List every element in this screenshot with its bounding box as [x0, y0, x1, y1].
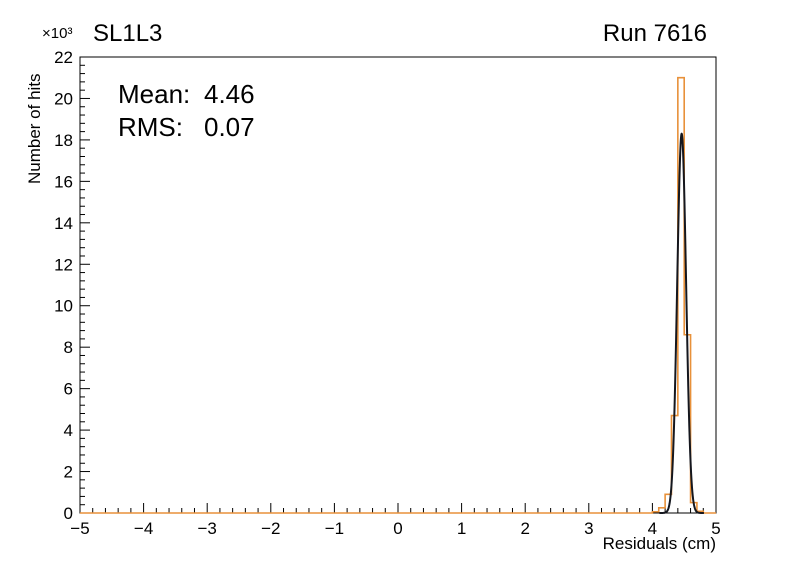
svg-text:8: 8 — [64, 338, 73, 357]
svg-text:10: 10 — [54, 297, 73, 316]
y-axis-multiplier: ×10³ — [42, 25, 73, 42]
svg-text:6: 6 — [64, 380, 73, 399]
plot-title: SL1L3 — [93, 20, 163, 47]
stat-mean: Mean: 4.46 — [118, 78, 255, 111]
y-axis-ticks — [80, 56, 90, 514]
svg-text:12: 12 — [54, 255, 73, 274]
svg-text:1: 1 — [457, 519, 466, 538]
svg-text:0: 0 — [64, 504, 73, 523]
svg-text:3: 3 — [584, 519, 593, 538]
svg-text:22: 22 — [54, 48, 73, 67]
svg-text:18: 18 — [54, 131, 73, 150]
x-axis-tick-labels: −5 −4 −3 −2 −1 0 1 2 3 4 5 — [70, 519, 720, 538]
run-label: Run 7616 — [602, 20, 707, 47]
svg-text:4: 4 — [648, 519, 657, 538]
svg-text:−1: −1 — [325, 519, 344, 538]
svg-text:14: 14 — [54, 214, 73, 233]
stats-box: Mean: 4.46 RMS: 0.07 — [118, 78, 255, 144]
svg-text:−5: −5 — [70, 519, 89, 538]
x-axis-title: Residuals (cm) — [602, 534, 716, 553]
svg-text:−2: −2 — [261, 519, 280, 538]
svg-text:−3: −3 — [198, 519, 217, 538]
stat-mean-value: 4.46 — [204, 79, 255, 109]
svg-text:16: 16 — [54, 172, 73, 191]
svg-text:4: 4 — [64, 421, 73, 440]
svg-text:0: 0 — [393, 519, 402, 538]
fit-curve-line — [658, 132, 705, 514]
svg-text:2: 2 — [64, 463, 73, 482]
stat-rms: RMS: 0.07 — [118, 111, 255, 144]
svg-text:20: 20 — [54, 89, 73, 108]
svg-text:−4: −4 — [134, 519, 153, 538]
stat-rms-value: 0.07 — [204, 112, 255, 142]
y-axis-title: Number of hits — [25, 73, 44, 184]
svg-text:5: 5 — [711, 519, 720, 538]
stat-mean-label: Mean: — [118, 79, 191, 109]
svg-text:2: 2 — [520, 519, 529, 538]
stat-rms-label: RMS: — [118, 112, 183, 142]
x-axis-ticks — [79, 503, 717, 513]
y-axis-tick-labels: 0 2 4 6 8 10 12 14 16 18 20 22 — [54, 48, 73, 523]
